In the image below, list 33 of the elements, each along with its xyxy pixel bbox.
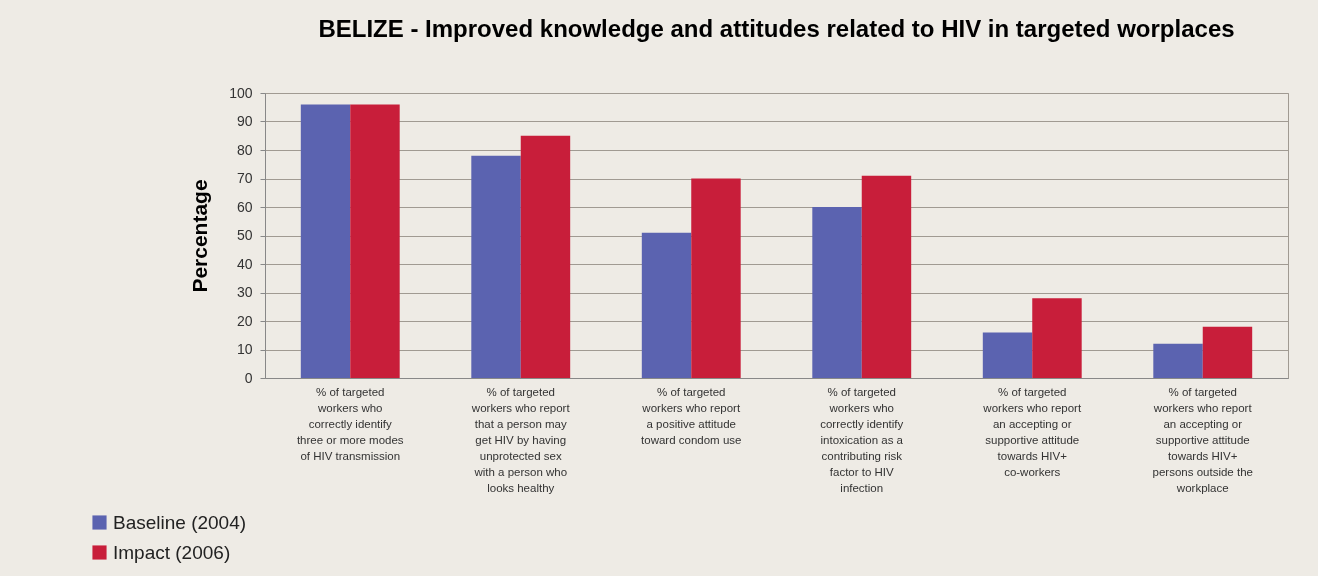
x-tick-label: % of targeted workers who report an accepting or supportive attitude towards HIV+ co-workers bbox=[982, 385, 1082, 478]
y-tick-label: 30 bbox=[236, 284, 253, 300]
bar bbox=[1153, 343, 1203, 378]
legend-label: Baseline (2004) bbox=[113, 511, 247, 533]
y-tick-label: 80 bbox=[236, 141, 253, 158]
bar bbox=[1032, 298, 1082, 378]
y-tick-label: 40 bbox=[236, 255, 253, 272]
y-tick-label: 10 bbox=[236, 341, 253, 357]
bar bbox=[1202, 326, 1253, 378]
y-tick-label: 0 bbox=[244, 369, 253, 386]
bar bbox=[520, 135, 571, 378]
bar bbox=[471, 155, 521, 378]
bar bbox=[641, 232, 692, 378]
bar bbox=[982, 332, 1033, 378]
legend-label: Impact (2006) bbox=[113, 541, 231, 563]
y-tick-label: 90 bbox=[236, 113, 253, 129]
bar bbox=[350, 104, 400, 378]
x-tick-label: % of targeted workers who correctly identify intoxication as a contributing risk factor to HIV infection bbox=[820, 385, 904, 494]
y-axis-title: Percentage bbox=[188, 179, 212, 293]
bar bbox=[861, 175, 912, 378]
y-tick-label: 60 bbox=[236, 198, 253, 215]
chart-title: BELIZE - Improved knowledge and attitudes related to HIV in targeted worplaces bbox=[318, 15, 1235, 42]
x-tick-label: % of targeted workers who report a positive attitude toward condom use bbox=[641, 385, 742, 446]
y-tick-label: 70 bbox=[236, 170, 253, 186]
x-tick-label: % of targeted workers who report an accepting or supportive attitude towards HIV+ persons outside the workplace bbox=[1152, 385, 1253, 494]
y-tick-label: 20 bbox=[236, 312, 253, 329]
bar bbox=[691, 178, 741, 378]
y-tick-label: 100 bbox=[229, 84, 253, 101]
x-tick-label: % of targeted workers who correctly identify three or more modes of HIV transmission bbox=[296, 385, 404, 462]
bar bbox=[812, 207, 862, 378]
x-tick-label: % of targeted workers who report that a person may get HIV by having unprotected sex with a person who looks healthy bbox=[470, 385, 571, 494]
bar bbox=[300, 104, 351, 378]
y-tick-label: 50 bbox=[236, 227, 253, 243]
